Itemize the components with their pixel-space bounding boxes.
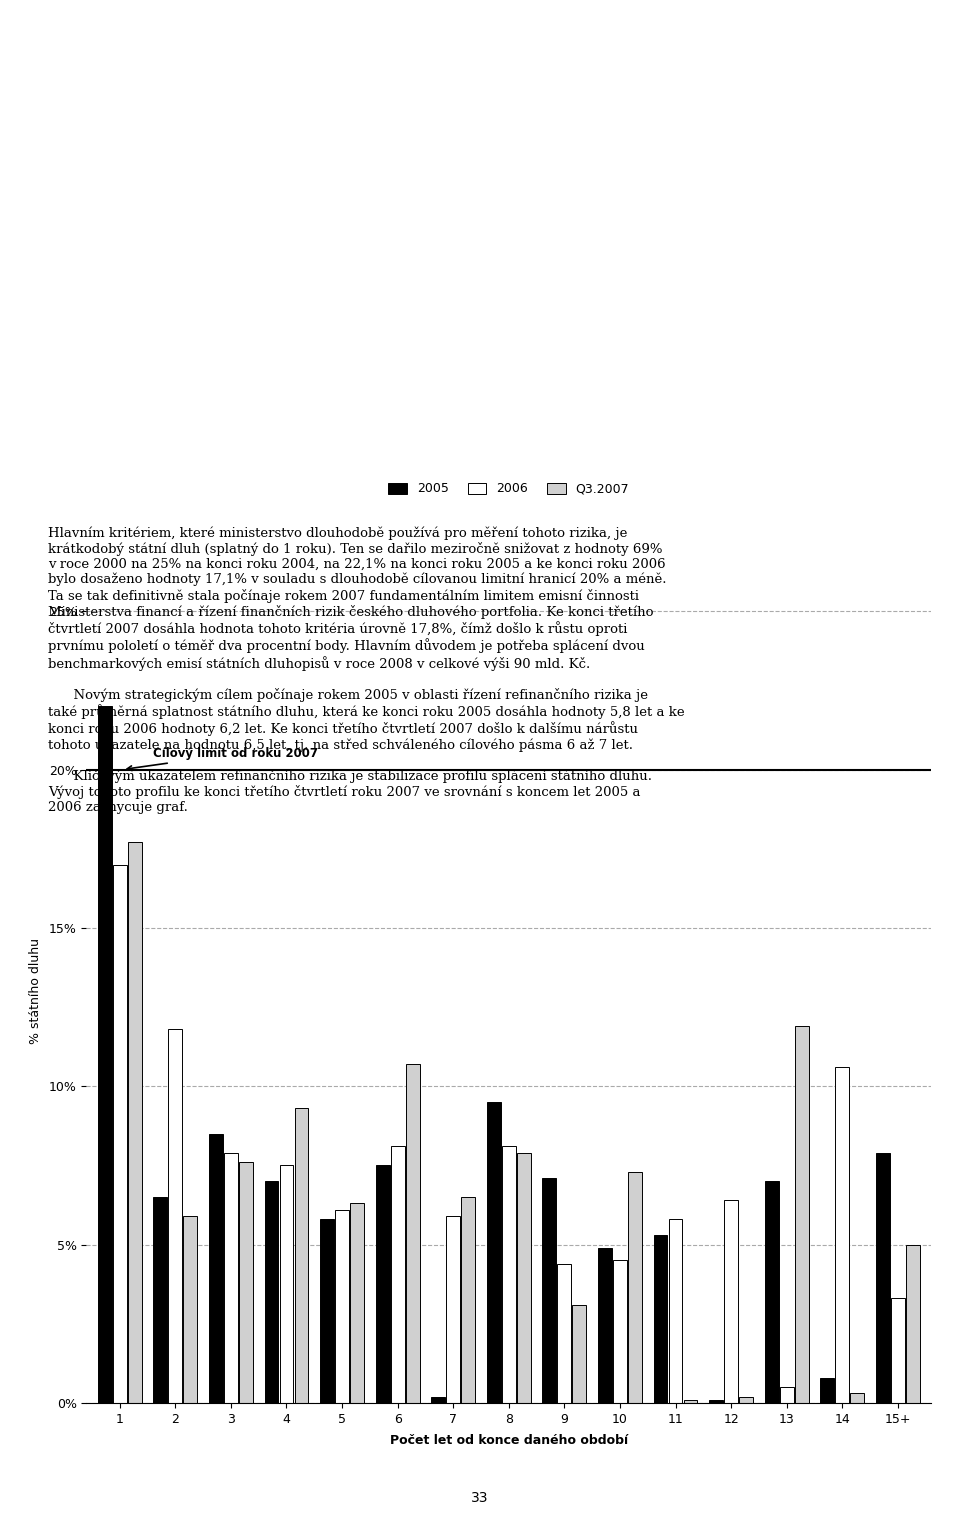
Bar [335,1209,349,1403]
Bar [391,1147,404,1403]
Bar [295,1109,308,1403]
Bar [654,1235,667,1403]
Bar [684,1400,698,1403]
Bar [516,1153,531,1403]
Bar [613,1261,627,1403]
Bar [891,1298,904,1403]
Bar [795,1026,808,1403]
Bar [709,1400,723,1403]
Bar [906,1244,920,1403]
Bar [572,1305,587,1403]
Y-axis label: % státního dluhu: % státního dluhu [29,938,42,1045]
Bar [461,1197,475,1403]
Bar [765,1182,779,1403]
Bar [112,865,127,1403]
Bar [265,1182,278,1403]
Bar [98,706,111,1403]
Bar [876,1153,890,1403]
Bar [320,1220,334,1403]
Bar [739,1397,753,1403]
Bar [668,1220,683,1403]
Bar [446,1215,460,1403]
Bar [239,1162,252,1403]
Bar [279,1165,294,1403]
Bar [209,1133,223,1403]
Bar [851,1394,864,1403]
Text: Cílový limit od roku 2007: Cílový limit od roku 2007 [127,747,318,770]
Legend: 2005, 2006, Q3.2007: 2005, 2006, Q3.2007 [385,479,633,499]
Bar [168,1029,182,1403]
Bar [224,1153,238,1403]
Bar [558,1264,571,1403]
Bar [724,1200,738,1403]
Bar [598,1247,612,1403]
Bar [154,1197,167,1403]
Bar [820,1377,834,1403]
Bar [780,1388,794,1403]
X-axis label: Počet let od konce daného období: Počet let od konce daného období [390,1434,628,1447]
Bar [628,1171,642,1403]
Bar [128,842,142,1403]
Bar [502,1147,516,1403]
Bar [350,1203,364,1403]
Bar [183,1215,197,1403]
Bar [542,1179,557,1403]
Bar [431,1397,445,1403]
Bar [487,1103,501,1403]
Text: Hlavním kritériem, které ministerstvo dlouhodobě používá pro měření tohoto rizik: Hlavním kritériem, které ministerstvo dl… [48,526,684,814]
Text: 33: 33 [471,1491,489,1505]
Bar [375,1165,390,1403]
Bar [835,1068,850,1403]
Bar [406,1064,420,1403]
